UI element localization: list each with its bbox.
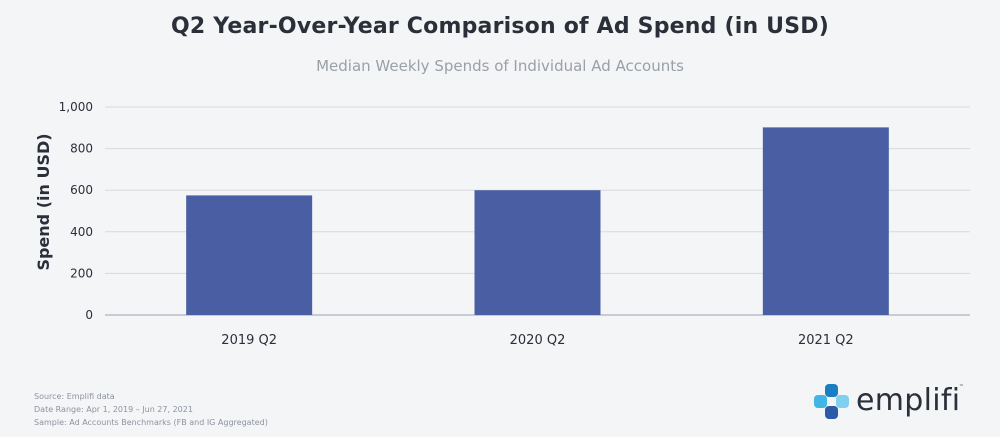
y-tick-label: 600 xyxy=(70,183,93,197)
chart-subtitle: Median Weekly Spends of Individual Ad Ac… xyxy=(316,57,684,75)
y-axis-label: Spend (in USD) xyxy=(34,133,53,270)
emplifi-logo: emplifi ™ xyxy=(812,382,982,422)
y-tick-label: 400 xyxy=(70,225,93,239)
y-tick-label: 0 xyxy=(85,308,93,322)
y-tick-label: 800 xyxy=(70,142,93,156)
x-tick-label: 2020 Q2 xyxy=(510,333,566,348)
x-axis-ticks: 2019 Q2 2020 Q2 2021 Q2 xyxy=(221,333,853,348)
bars xyxy=(186,127,889,315)
x-tick-label: 2021 Q2 xyxy=(798,333,854,348)
bar-2020-q2 xyxy=(474,190,601,315)
footnote-sample: Sample: Ad Accounts Benchmarks (FB and I… xyxy=(34,418,268,427)
y-tick-label: 200 xyxy=(70,266,93,280)
bar-2021-q2 xyxy=(762,127,889,315)
bar-2019-q2 xyxy=(186,195,313,315)
trademark-symbol: ™ xyxy=(959,384,964,390)
chart-title: Q2 Year-Over-Year Comparison of Ad Spend… xyxy=(170,14,830,39)
y-axis-ticks: 0 200 400 600 800 1,000 xyxy=(59,100,93,322)
emplifi-logo-icon xyxy=(814,384,849,419)
x-tick-label: 2019 Q2 xyxy=(221,333,277,348)
footnote-date-range: Date Range: Apr 1, 2019 – Jun 27, 2021 xyxy=(34,405,193,414)
footnote-source: Source: Emplifi data xyxy=(34,392,115,401)
emplifi-logo-text: emplifi xyxy=(856,383,961,418)
y-tick-label: 1,000 xyxy=(59,100,93,114)
